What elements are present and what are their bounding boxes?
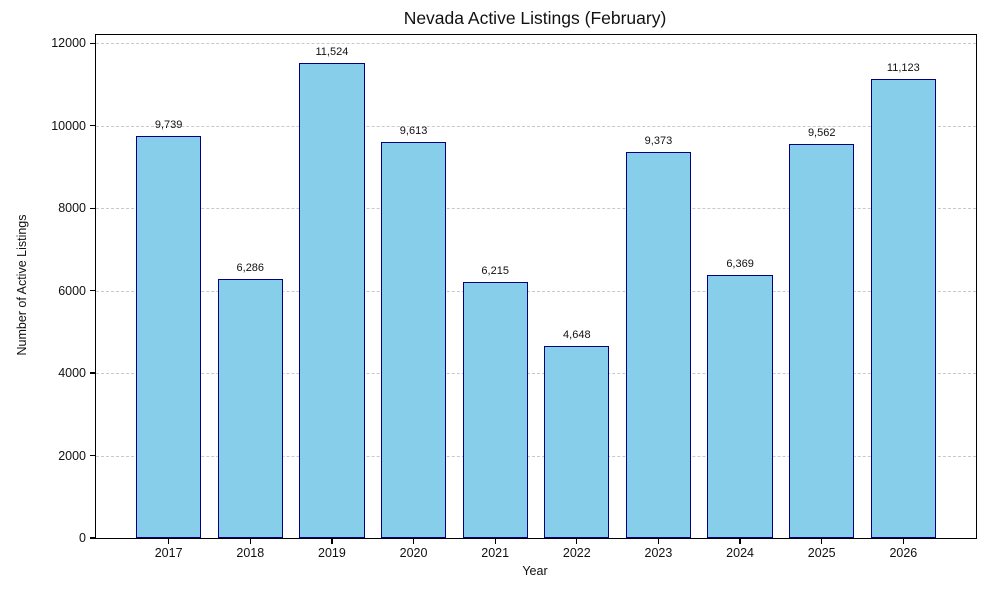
bar-value-label: 4,648 [563, 329, 591, 342]
y-tick-mark [89, 454, 95, 457]
bar-value-label: 11,123 [886, 62, 920, 75]
y-tick-mark [89, 289, 95, 292]
x-tick-mark [249, 539, 251, 545]
y-tick-label: 4000 [58, 366, 86, 381]
bar-2021 [462, 281, 528, 538]
y-tick-label: 6000 [58, 283, 86, 298]
x-tick-label: 2019 [318, 546, 346, 560]
x-tick-label: 2020 [399, 546, 428, 560]
x-tick-mark [902, 539, 904, 545]
bar-value-label: 11,524 [315, 45, 349, 58]
bar-value-label: 6,286 [236, 261, 265, 274]
x-tick-label: 2022 [562, 546, 591, 560]
bar-2026 [870, 79, 936, 538]
x-tick-mark [657, 539, 660, 545]
gridline [96, 455, 976, 457]
x-tick-mark [331, 539, 333, 545]
x-tick-mark [576, 539, 578, 545]
y-tick-mark [89, 125, 95, 127]
y-tick-label: 10000 [51, 118, 86, 133]
y-axis-label: Number of Active Listings [15, 214, 29, 356]
x-tick-mark [168, 539, 170, 545]
gridline [96, 290, 976, 292]
y-tick-mark [89, 42, 95, 44]
x-axis-label: Year [522, 564, 548, 578]
x-tick-label: 2018 [236, 546, 265, 560]
x-tick-mark [739, 539, 741, 545]
bar-2018 [217, 278, 283, 538]
x-tick-label: 2025 [807, 546, 836, 560]
x-tick-label: 2024 [726, 546, 754, 560]
bar-value-label: 9,613 [399, 124, 428, 137]
plot-area: 0 2000 4000 6000 8000 10000 12000 9,739 2017 6,28… [51, 34, 977, 560]
y-tick-label: 12000 [51, 36, 86, 51]
bar-2022 [544, 346, 610, 538]
bar-2019 [299, 62, 365, 538]
x-tick-label: 2023 [644, 546, 673, 560]
gridline [96, 43, 976, 45]
y-tick-mark [89, 207, 95, 209]
bar-2017 [136, 136, 202, 538]
chart-title: Nevada Active Listings (February) [403, 8, 667, 28]
y-tick-mark [89, 537, 95, 539]
bar-2020 [380, 141, 447, 538]
y-tick-label: 2000 [58, 448, 86, 463]
x-tick-label: 2021 [481, 546, 510, 560]
bar-2023 [625, 151, 692, 538]
x-tick-label: 2026 [889, 546, 918, 560]
x-tick-label: 2017 [154, 546, 183, 560]
bar-value-label: 6,369 [726, 258, 754, 271]
bar-2025 [789, 143, 855, 538]
y-tick-mark [89, 372, 95, 374]
gridline [96, 373, 976, 375]
bar-value-label: 9,373 [644, 134, 673, 147]
bar-value-label: 9,739 [154, 119, 183, 132]
y-tick-label: 8000 [58, 201, 86, 216]
bar-2024 [707, 275, 773, 538]
x-tick-mark [412, 539, 415, 545]
bar-value-label: 9,562 [807, 126, 836, 139]
bar-value-label: 6,215 [481, 264, 509, 277]
x-tick-mark [821, 539, 823, 545]
y-tick-label: 0 [79, 531, 86, 545]
gridline [96, 208, 976, 210]
x-tick-mark [494, 539, 496, 545]
gridline [96, 125, 976, 127]
